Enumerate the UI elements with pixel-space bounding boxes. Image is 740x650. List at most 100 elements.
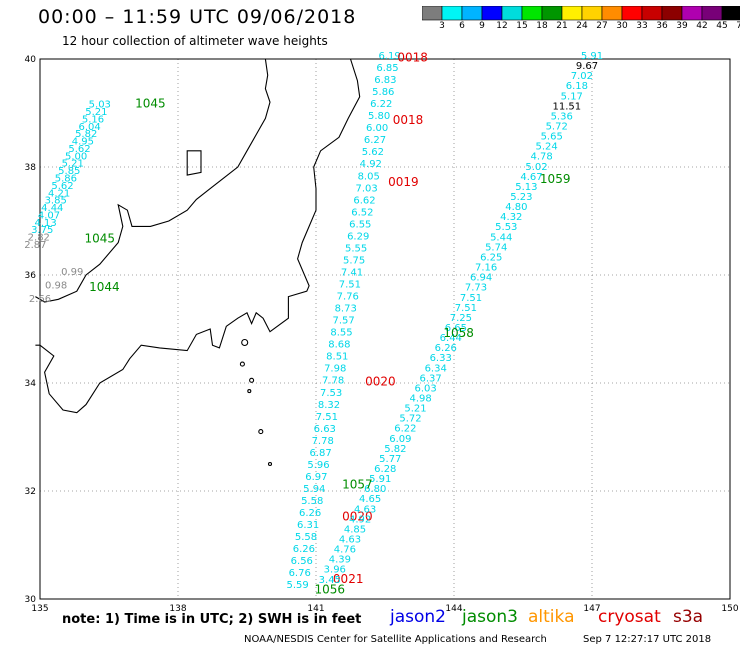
wave-height-value: 6.52 — [351, 207, 373, 218]
wave-height-value: 4.39 — [329, 555, 351, 566]
coastline — [35, 58, 361, 467]
map-frame — [39, 58, 731, 600]
wave-height-value: 5.82 — [75, 129, 97, 140]
wave-height-value: 6.09 — [389, 434, 411, 445]
wave-height-value: 8.32 — [318, 400, 340, 411]
wave-height-value: 5.16 — [82, 114, 104, 125]
wave-height-value: 4.85 — [344, 524, 366, 535]
color-scale-label: 12 — [496, 21, 508, 31]
legend-jason2: jason2 — [390, 607, 446, 627]
wave-height-value: 5.65 — [541, 132, 563, 143]
wave-height-value: 6.22 — [370, 99, 392, 110]
wave-height-value: 3.85 — [45, 196, 67, 207]
wave-height-value: 5.21 — [62, 159, 84, 170]
coastline-segment — [35, 58, 271, 303]
wave-height-value: 5.44 — [490, 232, 512, 243]
wave-height-value: 5.03 — [89, 100, 111, 111]
wave-height-value: 7.76 — [337, 292, 359, 303]
wave-height-value: 5.17 — [561, 91, 583, 102]
wave-height-value: 7.51 — [460, 293, 482, 304]
island — [258, 429, 264, 435]
axis-labels: 135 138 141 144 147 150 40 38 36 34 32 30 — [25, 55, 739, 614]
page-subtitle: 12 hour collection of altimeter wave hei… — [62, 34, 328, 48]
color-scale-swatch — [721, 6, 740, 21]
pass-label: 0019 — [388, 175, 419, 189]
wave-height-value: 5.02 — [525, 162, 547, 173]
color-scale-label: 9 — [479, 21, 485, 31]
wave-height-value: 7.16 — [475, 263, 497, 274]
y-tick-label: 36 — [25, 271, 37, 281]
wave-height-value: 5.58 — [301, 496, 323, 507]
wave-height-value: 7.02 — [571, 71, 593, 82]
y-tick-label: 30 — [25, 595, 37, 605]
wave-height-value: 5.91 — [369, 474, 391, 485]
wave-height-value: 6.25 — [480, 253, 502, 264]
wave-height-value: 6.22 — [394, 424, 416, 435]
island — [239, 361, 245, 367]
wave-height-value: 4.76 — [334, 545, 356, 556]
legend-altika: altika — [528, 607, 575, 627]
wave-height-value: 4.32 — [500, 212, 522, 223]
color-scale-label: 21 — [556, 21, 568, 31]
color-scale-label: 42 — [696, 21, 708, 31]
wave-height-value: 4.78 — [530, 152, 552, 163]
island — [249, 377, 255, 383]
wave-height-value: 8.68 — [328, 340, 350, 351]
wave-height-value: 8.55 — [330, 328, 352, 339]
pass-label: 0020 — [342, 510, 373, 524]
wave-height-value: 5.00 — [65, 151, 87, 162]
wave-height-value: 7.53 — [320, 388, 342, 399]
wave-height-value: 8.73 — [335, 304, 357, 315]
wave-height-value: 5.85 — [58, 166, 80, 177]
generation-timestamp: Sep 7 12:27:17 UTC 2018 — [583, 634, 712, 645]
pass-label: 1056 — [315, 583, 346, 597]
wave-height-value: 4.95 — [72, 137, 94, 148]
wave-height-value: 6.94 — [470, 273, 492, 284]
color-scale-label: 45 — [716, 21, 728, 31]
wave-height-value: 7.51 — [316, 412, 338, 423]
color-scale-label: 24 — [576, 21, 588, 31]
wave-height-value: 5.62 — [362, 147, 384, 158]
wave-height-value: 5.13 — [515, 182, 537, 193]
color-scale-label: 36 — [656, 21, 668, 31]
x-tick-label: 138 — [169, 604, 186, 614]
page-title: 00:00 – 11:59 UTC 09/06/2018 — [38, 6, 357, 28]
wave-height-value: 6.80 — [364, 484, 386, 495]
wave-height-value: 5.77 — [379, 454, 401, 465]
wave-height-value: 7.98 — [324, 364, 346, 375]
wave-height-value: 6.26 — [299, 508, 321, 519]
wave-height-value: 6.31 — [297, 520, 319, 531]
x-tick-label: 135 — [31, 604, 48, 614]
wave-height-value: 6.65 — [445, 323, 467, 334]
color-scale-label: 3 — [439, 21, 445, 31]
wave-height-value: 5.62 — [68, 144, 90, 155]
wave-height-value: 3.75 — [31, 225, 53, 236]
wave-height-value: 5.62 — [51, 181, 73, 192]
credit-line: NOAA/NESDIS Center for Satellite Applica… — [244, 634, 547, 645]
pass-label: 1045 — [135, 97, 166, 111]
pass-label: 1059 — [540, 172, 571, 186]
wave-height-value: 6.26 — [293, 544, 315, 555]
wave-height-value: 4.21 — [48, 188, 70, 199]
wave-height-value: 6.83 — [374, 75, 396, 86]
wave-height-value: 6.03 — [414, 383, 436, 394]
island-sado — [186, 150, 202, 176]
wave-height-value: 6.00 — [366, 123, 388, 134]
wave-height-value: 5.53 — [495, 222, 517, 233]
x-tick-label: 147 — [583, 604, 600, 614]
wave-height-value: 4.92 — [349, 514, 371, 525]
wave-height-value: 6.04 — [78, 122, 100, 133]
x-tick-label: 144 — [445, 604, 462, 614]
pass-label: 1058 — [443, 326, 474, 340]
x-tick-label: 150 — [721, 604, 738, 614]
color-scale-label: 70 — [736, 21, 740, 31]
wave-height-value: 4.63 — [339, 535, 361, 546]
y-tick-label: 34 — [25, 379, 37, 389]
color-scale-labels: 36912151821242730333639424570(ft) — [422, 21, 740, 35]
wave-height-value: 4.13 — [34, 218, 56, 229]
wave-height-value: 6.28 — [374, 464, 396, 475]
wave-height-value: 0.98 — [45, 281, 67, 292]
wave-height-value: 5.80 — [368, 111, 390, 122]
wave-height-value: 2.66 — [29, 294, 51, 305]
